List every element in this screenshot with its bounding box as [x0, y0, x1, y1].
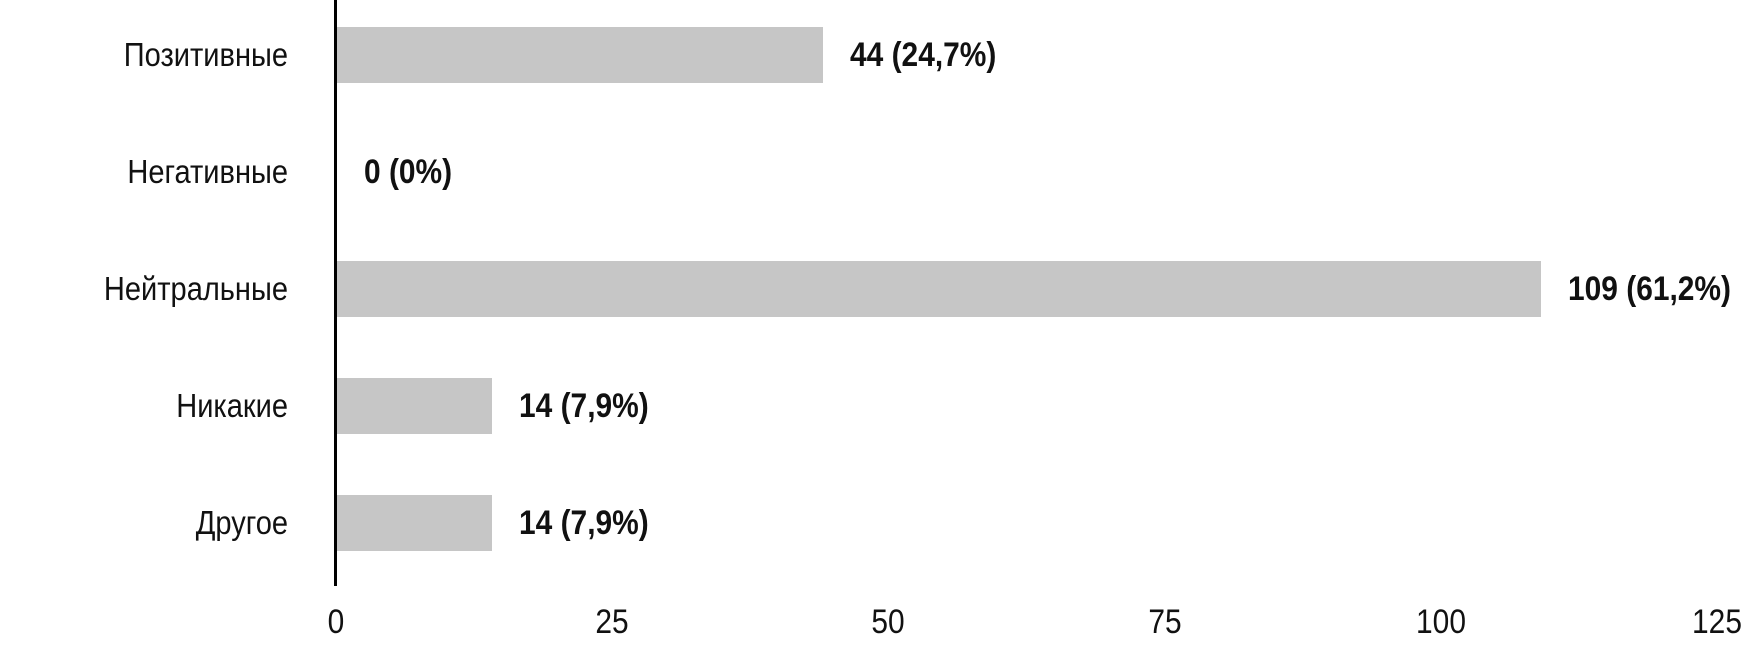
- x-tick-label-75: 75: [1147, 603, 1182, 641]
- value-label-drugoe: 14 (7,9%): [519, 504, 649, 542]
- category-label-neytralnye: Нейтральные: [103, 270, 288, 307]
- bar-nikakie: [337, 378, 492, 434]
- x-tick-label-25: 25: [595, 603, 629, 641]
- category-label-pozitivnye: Позитивные: [123, 36, 288, 73]
- x-tick-label-125: 125: [1692, 603, 1742, 641]
- value-label-negativnye: 0 (0%): [364, 153, 453, 191]
- bar-drugoe: [337, 495, 492, 551]
- x-tick-label-100: 100: [1415, 603, 1466, 641]
- category-label-nikakie: Никакие: [176, 387, 288, 424]
- value-label-pozitivnye: 44 (24,7%): [850, 36, 997, 74]
- category-label-negativnye: Негативные: [127, 153, 288, 190]
- y-axis-line: [334, 0, 337, 586]
- category-label-drugoe: Другое: [195, 504, 288, 541]
- x-tick-label-50: 50: [871, 603, 906, 641]
- bar-neytralnye: [337, 261, 1541, 317]
- value-label-neytralnye: 109 (61,2%): [1568, 270, 1732, 308]
- value-label-nikakie: 14 (7,9%): [519, 387, 649, 425]
- bar-pozitivnye: [337, 27, 823, 83]
- x-tick-label-0: 0: [327, 603, 345, 641]
